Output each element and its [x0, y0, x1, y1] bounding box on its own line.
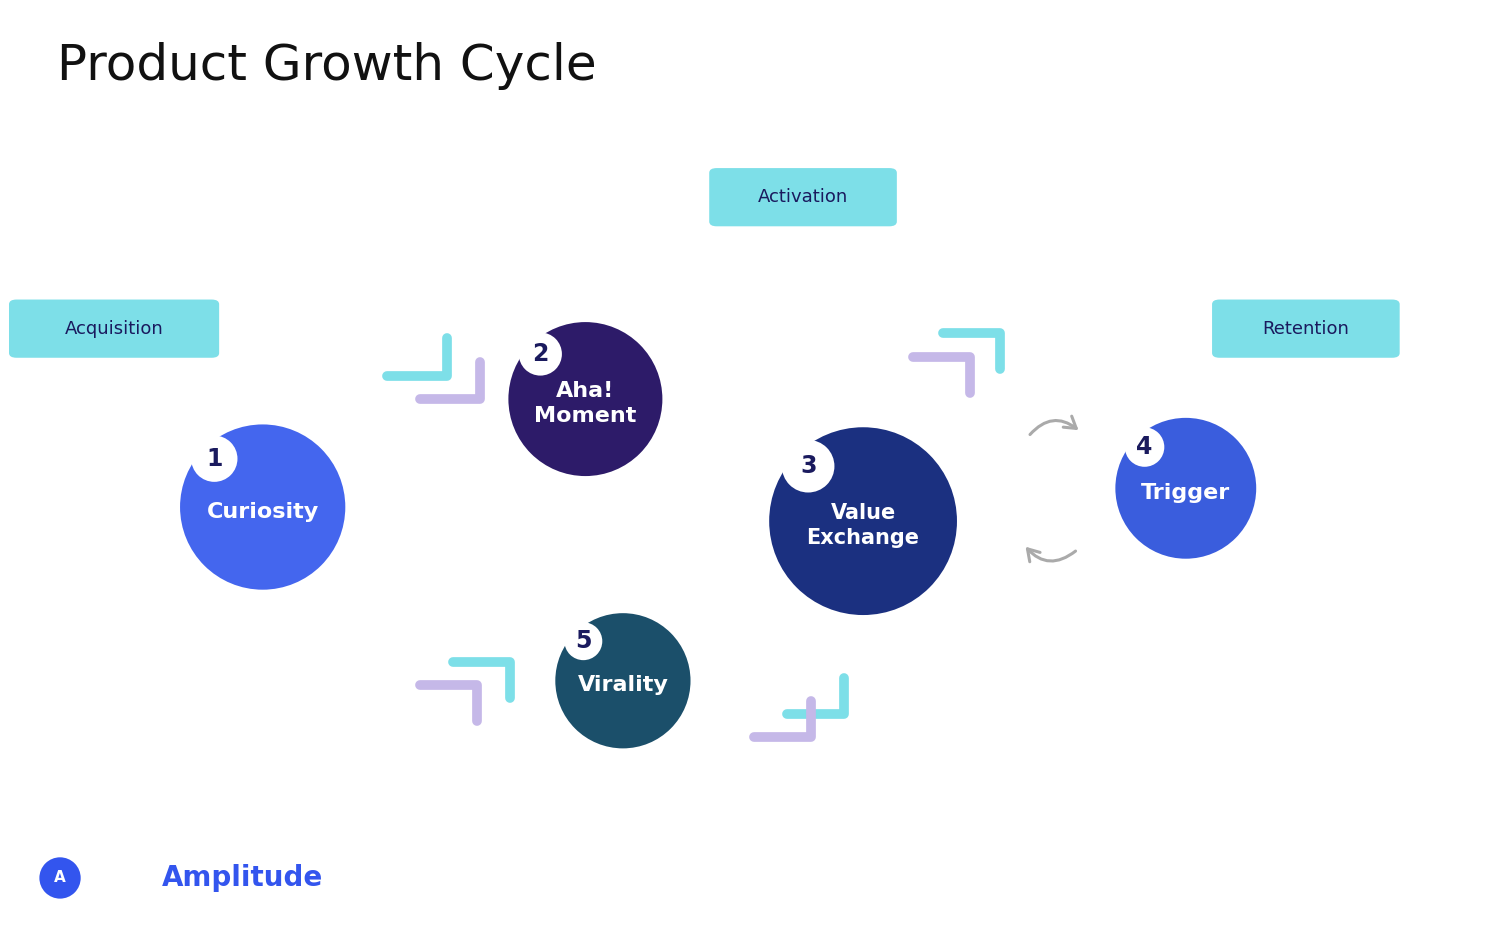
Ellipse shape	[564, 623, 602, 660]
Text: 2: 2	[533, 342, 548, 366]
Ellipse shape	[509, 322, 662, 476]
Text: Activation: Activation	[758, 188, 848, 207]
Text: Acquisition: Acquisition	[65, 319, 164, 338]
Ellipse shape	[519, 332, 561, 376]
Text: Product Growth Cycle: Product Growth Cycle	[57, 42, 597, 90]
Ellipse shape	[1115, 418, 1256, 559]
Text: 5: 5	[575, 629, 591, 654]
FancyBboxPatch shape	[710, 168, 898, 226]
Text: Amplitude: Amplitude	[162, 864, 323, 892]
Text: 1: 1	[206, 447, 222, 470]
Text: Value
Exchange: Value Exchange	[806, 503, 920, 548]
Text: 4: 4	[1136, 435, 1153, 459]
Text: Retention: Retention	[1262, 319, 1349, 338]
Text: 3: 3	[800, 454, 817, 478]
Ellipse shape	[782, 439, 835, 492]
Text: Virality: Virality	[578, 675, 668, 696]
FancyArrowPatch shape	[1030, 416, 1076, 435]
Text: Trigger: Trigger	[1141, 483, 1231, 503]
Text: Aha!
Moment: Aha! Moment	[534, 381, 636, 426]
FancyBboxPatch shape	[9, 300, 219, 358]
Ellipse shape	[180, 424, 345, 590]
Ellipse shape	[191, 436, 237, 482]
FancyBboxPatch shape	[1213, 300, 1399, 358]
Text: Curiosity: Curiosity	[207, 501, 318, 522]
Ellipse shape	[39, 857, 81, 899]
FancyArrowPatch shape	[1028, 549, 1076, 562]
Ellipse shape	[555, 613, 690, 748]
Ellipse shape	[769, 427, 958, 615]
Text: A: A	[54, 870, 66, 885]
Ellipse shape	[1124, 427, 1165, 467]
